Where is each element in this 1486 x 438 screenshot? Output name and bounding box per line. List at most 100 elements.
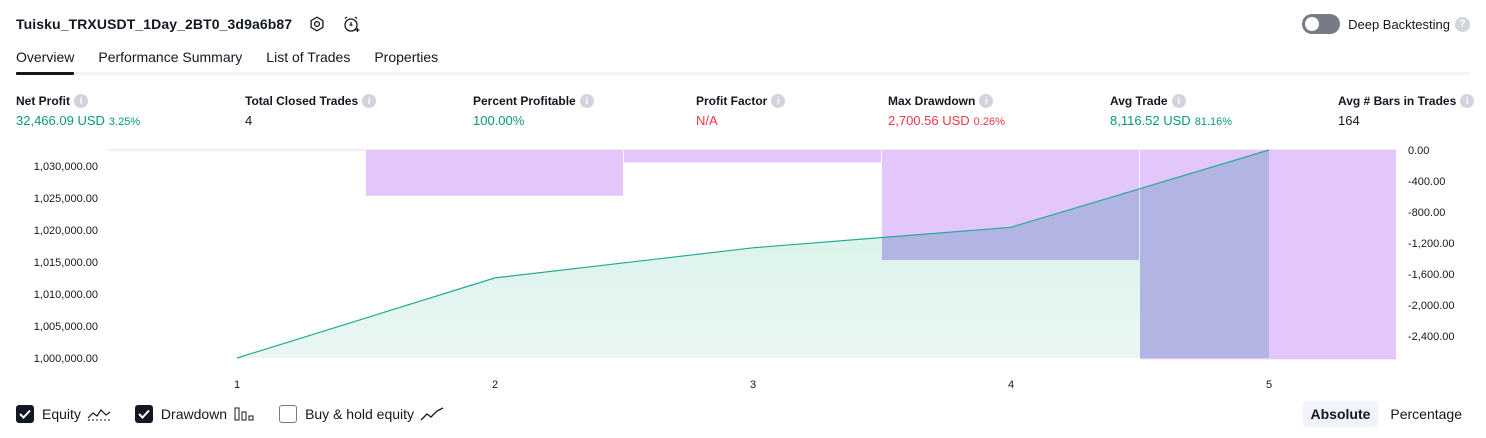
drawdown-equity-overlap	[1140, 150, 1269, 358]
absolute-button[interactable]: Absolute	[1302, 401, 1379, 427]
add-alert-icon[interactable]	[342, 15, 360, 33]
x-axis-tick: 5	[1266, 379, 1272, 391]
x-axis-tick: 2	[492, 379, 498, 391]
info-icon[interactable]: i	[74, 94, 88, 108]
info-icon[interactable]: i	[1171, 94, 1186, 108]
left-axis-tick: 1,005,000.00	[34, 321, 98, 333]
metric-value-text: 32,466.09 USD	[16, 113, 105, 128]
metric-label: Avg Trade i	[1110, 94, 1232, 108]
help-icon[interactable]: ?	[1455, 16, 1470, 32]
metric-value-text: N/A	[696, 113, 718, 128]
metric-value-text: 164	[1338, 113, 1360, 128]
settings-icon[interactable]	[308, 15, 326, 33]
info-icon[interactable]: i	[771, 94, 786, 108]
metric-percent: 81.16%	[1194, 116, 1233, 128]
metrics-row: Net Profit i 32,466.09 USD 3.25% Total Close…	[0, 94, 1486, 134]
right-axis-tick: -800.00	[1408, 207, 1445, 219]
metric-label-text: Max Drawdown	[888, 94, 976, 108]
legend-equity[interactable]: Equity	[16, 405, 111, 423]
left-axis-tick: 1,030,000.00	[34, 161, 98, 173]
right-axis-tick: -2,400.00	[1408, 331, 1454, 343]
equity-area	[237, 150, 1269, 358]
x-axis-tick: 3	[750, 379, 756, 391]
metric-percent-profitable: Percent Profitable i 100.00%	[473, 94, 594, 128]
drawdown-checkbox[interactable]	[134, 405, 153, 423]
metric-label-text: Total Closed Trades	[245, 94, 359, 108]
metric-percent: 0.26%	[973, 116, 1005, 128]
metric-label-text: Percent Profitable	[473, 94, 576, 108]
metric-percent: 3.25%	[108, 116, 141, 128]
metric-value: 2,700.56 USD 0.26%	[888, 113, 1005, 128]
right-axis-tick: -1,200.00	[1408, 238, 1454, 250]
drawdown-equity-overlap	[882, 188, 1139, 261]
left-axis-tick: 1,020,000.00	[34, 225, 98, 237]
view-mode-switch: Absolute Percentage	[1299, 401, 1471, 427]
right-axis-tick: -2,000.00	[1408, 300, 1454, 312]
metric-value-text: 4	[245, 113, 253, 128]
tab-overview[interactable]: Overview	[16, 48, 75, 75]
deep-backtesting-label: Deep Backtesting	[1348, 16, 1450, 32]
metric-label: Avg # Bars in Trades i	[1338, 94, 1475, 108]
drawdown-bar	[366, 150, 623, 196]
drawdown-bar	[624, 150, 881, 163]
info-icon[interactable]: i	[579, 94, 594, 108]
metric-total-closed-trades: Total Closed Trades i 4	[245, 94, 377, 128]
metric-label-text: Avg # Bars in Trades	[1338, 94, 1457, 108]
equity-checkbox[interactable]	[16, 405, 34, 423]
left-axis-tick: 1,010,000.00	[34, 289, 98, 301]
metric-label: Net Profit i	[16, 94, 140, 108]
chart-svg: 1,000,000.00 1,005,000.00 1,010,000.00 1,01…	[34, 145, 1455, 391]
metric-label: Percent Profitable i	[473, 94, 594, 108]
toggle-knob	[1305, 17, 1320, 31]
metric-value: N/A	[696, 113, 785, 128]
legend-label: Equity	[42, 406, 81, 422]
metric-profit-factor: Profit Factor i N/A	[696, 94, 786, 128]
metric-max-drawdown: Max Drawdown i 2,700.56 USD 0.26%	[888, 94, 1005, 128]
metric-value-text: 8,116.52 USD	[1110, 113, 1191, 128]
metric-avg-bars-in-trades: Avg # Bars in Trades i 164	[1338, 94, 1475, 128]
deep-backtesting: Deep Backtesting ?	[1302, 14, 1470, 34]
buy-hold-equity-checkbox[interactable]	[279, 405, 298, 423]
metric-avg-trade: Avg Trade i 8,116.52 USD 81.16%	[1110, 94, 1232, 128]
info-icon[interactable]: i	[979, 94, 994, 108]
metric-label: Profit Factor i	[696, 94, 786, 108]
metric-value: 100.00%	[473, 113, 594, 128]
tab-performance-summary[interactable]: Performance Summary	[98, 49, 243, 65]
percentage-button[interactable]: Percentage	[1390, 406, 1462, 422]
report-tabs: Overview Performance Summary List of Trade…	[16, 48, 1470, 75]
legend-drawdown[interactable]: Drawdown	[134, 405, 255, 423]
equity-chart: 1,000,000.00 1,005,000.00 1,010,000.00 1,01…	[0, 140, 1486, 395]
equity-line-icon	[87, 406, 111, 422]
deep-backtesting-toggle[interactable]	[1302, 14, 1341, 34]
legend-label: Buy & hold equity	[305, 406, 415, 422]
checkmark-icon	[138, 409, 150, 419]
tab-list-of-trades[interactable]: List of Trades	[266, 49, 351, 65]
buy-hold-line-icon	[420, 406, 444, 422]
info-icon[interactable]: i	[362, 94, 377, 108]
right-axis-tick: -400.00	[1408, 176, 1445, 188]
legend-buy-hold-equity[interactable]: Buy & hold equity	[279, 405, 444, 423]
metric-value: 4	[245, 113, 376, 128]
left-axis-tick: 1,015,000.00	[34, 257, 98, 269]
legend-label: Drawdown	[160, 406, 228, 422]
metric-value: 32,466.09 USD 3.25%	[16, 113, 140, 128]
metric-value: 8,116.52 USD 81.16%	[1110, 113, 1232, 128]
left-axis-tick: 1,025,000.00	[34, 193, 98, 205]
drawdown-bars-icon	[233, 406, 255, 422]
info-icon[interactable]: i	[1460, 94, 1475, 108]
metric-value: 164	[1338, 113, 1474, 128]
metric-label-text: Avg Trade	[1110, 94, 1168, 108]
x-axis-tick: 1	[234, 379, 240, 391]
metric-label-text: Profit Factor	[696, 94, 768, 108]
tab-properties[interactable]: Properties	[374, 49, 439, 65]
left-axis-tick: 1,000,000.00	[34, 353, 98, 365]
right-axis-tick: 0.00	[1408, 145, 1429, 157]
equity-line	[236, 149, 1270, 359]
metric-label-text: Net Profit	[16, 94, 70, 108]
metric-value-text: 2,700.56 USD	[888, 113, 970, 128]
strategy-header: Tuisku_TRXUSDT_1Day_2BT0_3d9a6b87	[16, 12, 360, 36]
checkmark-icon	[19, 409, 31, 419]
metric-label: Max Drawdown i	[888, 94, 1005, 108]
strategy-title: Tuisku_TRXUSDT_1Day_2BT0_3d9a6b87	[16, 16, 293, 32]
chart-legend: Equity Drawdown Buy & hold equity	[16, 403, 468, 425]
